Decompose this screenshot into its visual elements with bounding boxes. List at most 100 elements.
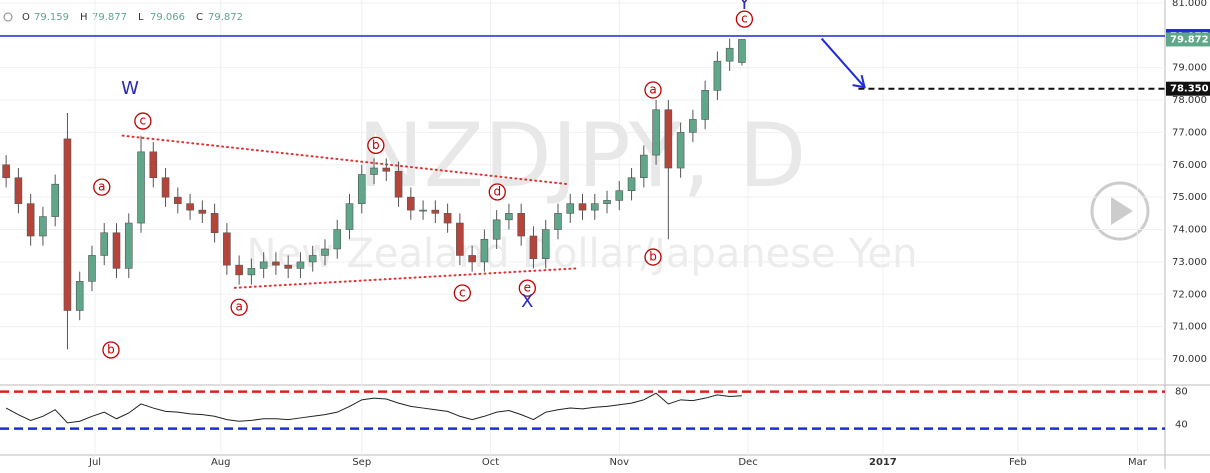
- y-tick-label: 70.000: [1172, 354, 1207, 365]
- candle-body: [308, 255, 317, 263]
- x-tick-label: Dec: [738, 457, 757, 468]
- candle-body: [603, 200, 611, 204]
- ohlc-key: H: [80, 12, 88, 23]
- candle-body: [652, 109, 660, 156]
- x-tick-label: Jul: [88, 457, 101, 468]
- y-tick-label: 72.000: [1172, 289, 1207, 300]
- candle-body: [689, 119, 697, 133]
- wave-label: a: [649, 83, 656, 97]
- candle-body: [640, 154, 648, 179]
- candle-body: [51, 183, 59, 217]
- x-tick-label: Aug: [211, 457, 231, 468]
- wave-label: c: [741, 12, 748, 26]
- arrow: [820, 37, 866, 88]
- candle-body: [554, 213, 562, 230]
- candle-body: [186, 203, 194, 211]
- wave-label-circle: [518, 279, 536, 297]
- candle-body: [468, 255, 476, 263]
- x-tick-label: 2017: [869, 457, 897, 468]
- wave-label: a: [98, 180, 105, 194]
- candle-body: [382, 167, 391, 172]
- play-icon[interactable]: [1111, 197, 1133, 225]
- candle-body: [713, 60, 722, 91]
- watermark: NZDJPY, D New Zealand Dollar/Japanese Ye…: [247, 104, 918, 277]
- x-tick-label: Sep: [352, 457, 371, 468]
- wave-label-circle: [644, 248, 662, 266]
- wave-label: d: [493, 184, 501, 198]
- wave-label-circle: [230, 298, 248, 316]
- candle-body: [357, 174, 366, 204]
- wave-label-circle: [735, 10, 754, 28]
- candle-body: [174, 196, 182, 204]
- candle-body: [664, 109, 673, 169]
- x-tick-label: Feb: [1009, 457, 1027, 468]
- candle-body: [284, 264, 292, 269]
- x-tick-label: Mar: [1128, 457, 1148, 468]
- price-badge: [1166, 32, 1210, 47]
- candle-body: [676, 132, 685, 169]
- watermark-description: New Zealand Dollar/Japanese Yen: [247, 231, 918, 277]
- candle-body: [210, 213, 219, 234]
- candle-body: [321, 248, 329, 256]
- candle-body: [505, 213, 513, 221]
- wave-label-circle: [644, 81, 662, 99]
- ohlc-value: 79.872: [208, 12, 243, 23]
- play-circle[interactable]: [1090, 181, 1150, 241]
- wave-label: X: [521, 291, 533, 312]
- price-badge-label: 79.872: [1170, 34, 1209, 45]
- play-button[interactable]: [1090, 181, 1150, 241]
- candle-body: [259, 261, 268, 269]
- candle-body: [578, 203, 587, 211]
- ohlc-value: 79.877: [92, 12, 127, 23]
- y-tick-label: 79.000: [1172, 63, 1207, 74]
- ohlc-key: C: [196, 12, 203, 23]
- wave-label-circle: [102, 341, 120, 359]
- wave-label-circle: [367, 136, 385, 155]
- candle-body: [370, 167, 378, 175]
- candle-body: [443, 213, 452, 224]
- wave-label: e: [524, 281, 531, 295]
- candle-body: [394, 170, 403, 198]
- ohlc-key: O: [22, 12, 30, 23]
- candle-body: [235, 264, 243, 276]
- wave-label: W: [121, 78, 139, 99]
- candle-body: [345, 203, 354, 230]
- candle-body: [75, 281, 84, 311]
- oscillator-tick-label: 80: [1175, 387, 1188, 398]
- candle-body: [431, 209, 440, 214]
- status-dot: [3, 12, 13, 22]
- ohlc-value: 79.066: [150, 12, 185, 23]
- watermark-symbol: NZDJPY, D: [358, 104, 806, 207]
- candle-body: [419, 209, 427, 212]
- candle-body: [112, 232, 121, 269]
- trendline: [121, 134, 570, 186]
- candle-body: [529, 235, 538, 259]
- candle-body: [124, 222, 133, 269]
- candle-body: [517, 213, 525, 237]
- candle-body: [407, 196, 415, 211]
- x-tick-label: Oct: [482, 457, 499, 468]
- trendline: [233, 267, 578, 289]
- candle-body: [615, 190, 624, 201]
- wave-label: a: [235, 300, 242, 314]
- wave-label: Y: [738, 0, 751, 14]
- ohlc-value: 79.159: [34, 12, 69, 23]
- wave-label-circle: [488, 183, 506, 201]
- candle-body: [296, 261, 305, 269]
- candle-body: [26, 203, 35, 237]
- wave-label-circle: [93, 178, 111, 196]
- candle-body: [492, 219, 501, 240]
- wave-label: c: [459, 285, 466, 299]
- candle-body: [247, 268, 256, 276]
- candle-body: [480, 238, 489, 263]
- price-badge: [1166, 81, 1210, 96]
- y-tick-label: 78.000: [1172, 95, 1207, 106]
- candle-body: [738, 39, 746, 63]
- ohlc-header: O 79.159 H 79.877 L 79.066 C 79.872: [3, 12, 243, 23]
- candle-body: [14, 177, 23, 204]
- candle-body: [161, 177, 170, 198]
- price-badge-label: 78.350: [1170, 84, 1209, 95]
- candle-body: [149, 151, 158, 179]
- arrow-head: [852, 74, 866, 89]
